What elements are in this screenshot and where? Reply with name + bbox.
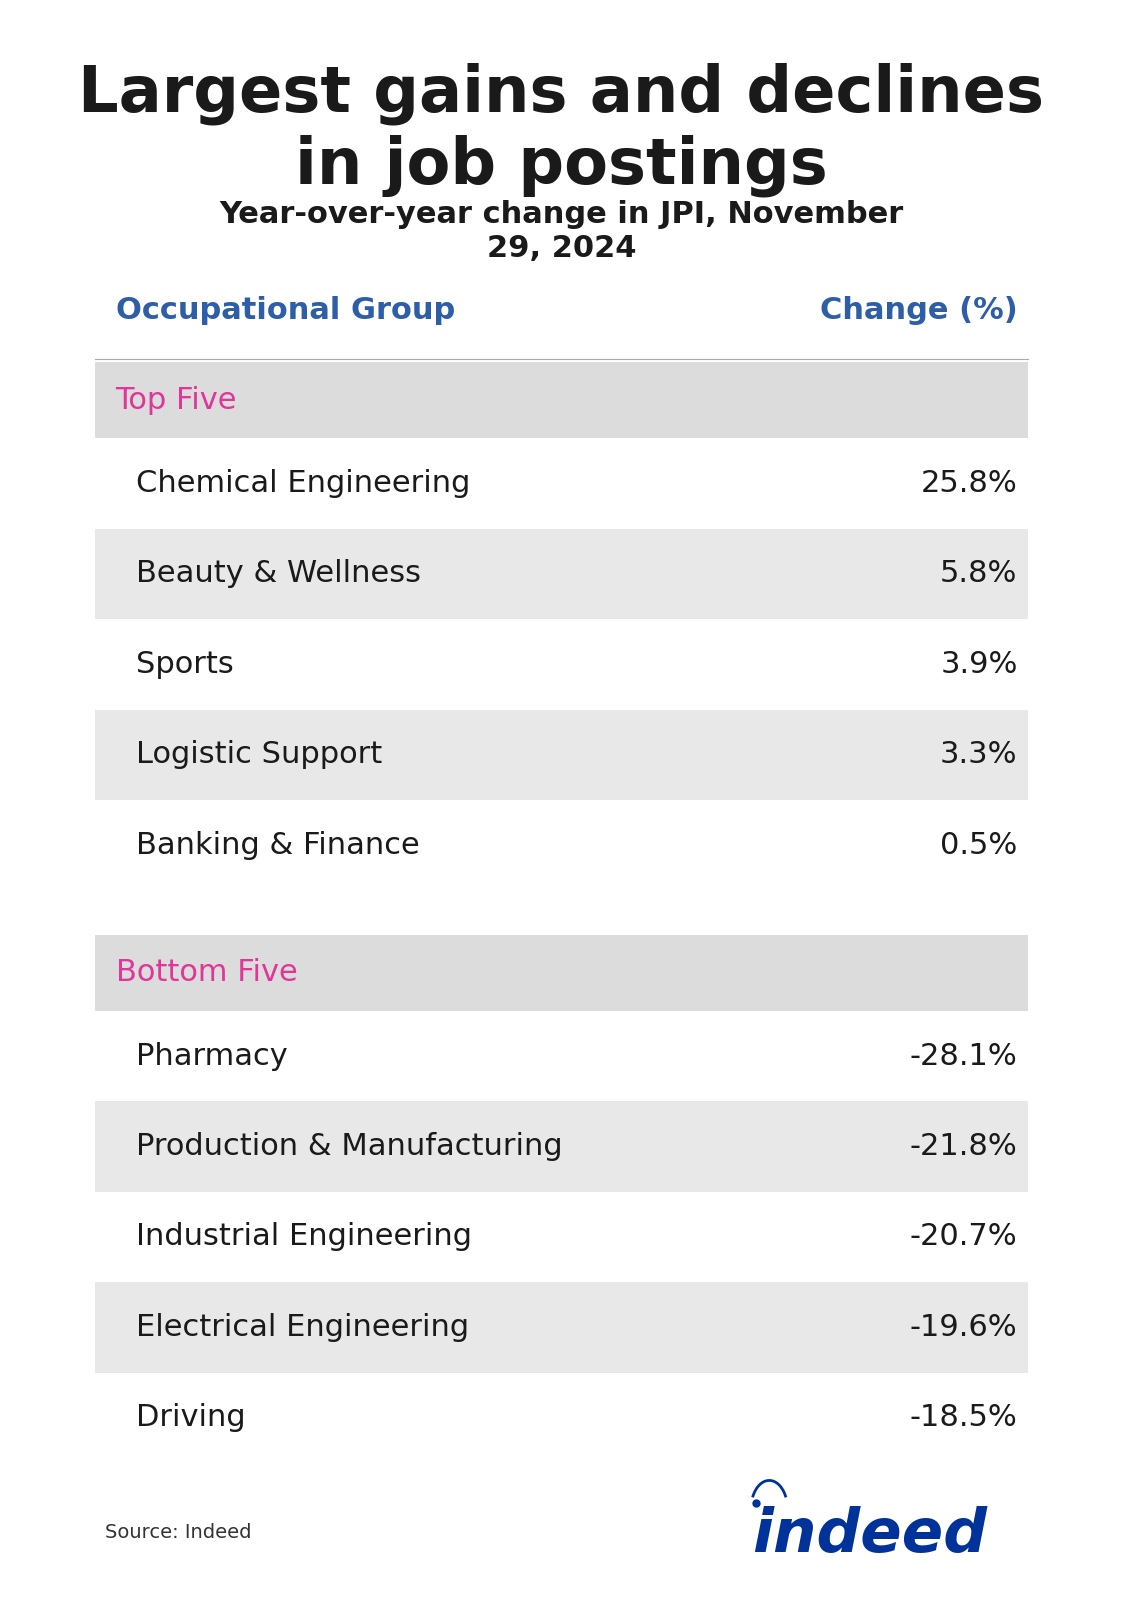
Text: -20.7%: -20.7%: [910, 1222, 1017, 1251]
Text: 25.8%: 25.8%: [921, 469, 1017, 498]
FancyBboxPatch shape: [95, 1373, 1028, 1462]
Text: Industrial Engineering: Industrial Engineering: [136, 1222, 472, 1251]
FancyBboxPatch shape: [95, 362, 1028, 438]
FancyBboxPatch shape: [95, 438, 1028, 528]
Text: Banking & Finance: Banking & Finance: [136, 830, 420, 859]
FancyBboxPatch shape: [95, 934, 1028, 1011]
Text: Logistic Support: Logistic Support: [136, 741, 382, 770]
FancyBboxPatch shape: [95, 1192, 1028, 1282]
Text: Source: Indeed: Source: Indeed: [106, 1523, 252, 1542]
Text: Driving: Driving: [136, 1403, 246, 1432]
Text: 5.8%: 5.8%: [940, 560, 1017, 589]
Text: Chemical Engineering: Chemical Engineering: [136, 469, 471, 498]
Text: Sports: Sports: [136, 650, 234, 678]
FancyBboxPatch shape: [95, 800, 1028, 891]
Text: Change (%): Change (%): [820, 296, 1017, 325]
FancyBboxPatch shape: [95, 1011, 1028, 1101]
FancyBboxPatch shape: [95, 709, 1028, 800]
Text: indeed: indeed: [752, 1507, 987, 1565]
Text: Top Five: Top Five: [116, 386, 237, 414]
Text: Bottom Five: Bottom Five: [116, 958, 298, 987]
FancyBboxPatch shape: [95, 619, 1028, 709]
Text: 3.3%: 3.3%: [940, 741, 1017, 770]
FancyBboxPatch shape: [95, 1101, 1028, 1192]
FancyBboxPatch shape: [95, 1282, 1028, 1373]
Text: -28.1%: -28.1%: [910, 1042, 1017, 1070]
Text: -19.6%: -19.6%: [910, 1314, 1017, 1342]
Text: Occupational Group: Occupational Group: [116, 296, 455, 325]
Text: 3.9%: 3.9%: [940, 650, 1017, 678]
Text: -18.5%: -18.5%: [910, 1403, 1017, 1432]
FancyBboxPatch shape: [95, 528, 1028, 619]
Text: 0.5%: 0.5%: [940, 830, 1017, 859]
Text: Production & Manufacturing: Production & Manufacturing: [136, 1133, 563, 1162]
Text: Largest gains and declines
in job postings: Largest gains and declines in job postin…: [79, 62, 1044, 197]
Text: Pharmacy: Pharmacy: [136, 1042, 287, 1070]
Text: Beauty & Wellness: Beauty & Wellness: [136, 560, 421, 589]
Text: Year-over-year change in JPI, November
29, 2024: Year-over-year change in JPI, November 2…: [219, 200, 904, 262]
Text: -21.8%: -21.8%: [910, 1133, 1017, 1162]
Text: Electrical Engineering: Electrical Engineering: [136, 1314, 469, 1342]
